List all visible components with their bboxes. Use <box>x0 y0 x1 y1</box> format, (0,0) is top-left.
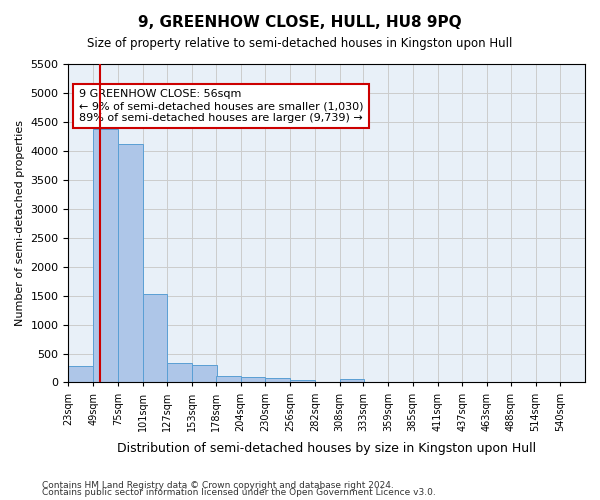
Text: Size of property relative to semi-detached houses in Kingston upon Hull: Size of property relative to semi-detach… <box>88 38 512 51</box>
Text: Contains public sector information licensed under the Open Government Licence v3: Contains public sector information licen… <box>42 488 436 497</box>
Text: 9 GREENHOW CLOSE: 56sqm
← 9% of semi-detached houses are smaller (1,030)
89% of : 9 GREENHOW CLOSE: 56sqm ← 9% of semi-det… <box>79 90 363 122</box>
Bar <box>265 378 290 382</box>
Bar <box>167 364 192 382</box>
Bar <box>93 129 118 382</box>
Bar <box>216 376 241 382</box>
Bar <box>118 144 143 382</box>
Text: 9, GREENHOW CLOSE, HULL, HU8 9PQ: 9, GREENHOW CLOSE, HULL, HU8 9PQ <box>138 15 462 30</box>
Bar <box>143 294 167 382</box>
Text: Contains HM Land Registry data © Crown copyright and database right 2024.: Contains HM Land Registry data © Crown c… <box>42 480 394 490</box>
Bar <box>68 366 93 382</box>
Bar <box>290 380 315 382</box>
Bar <box>241 378 265 382</box>
Bar <box>340 379 364 382</box>
X-axis label: Distribution of semi-detached houses by size in Kingston upon Hull: Distribution of semi-detached houses by … <box>117 442 536 455</box>
Bar <box>192 364 217 382</box>
Y-axis label: Number of semi-detached properties: Number of semi-detached properties <box>15 120 25 326</box>
